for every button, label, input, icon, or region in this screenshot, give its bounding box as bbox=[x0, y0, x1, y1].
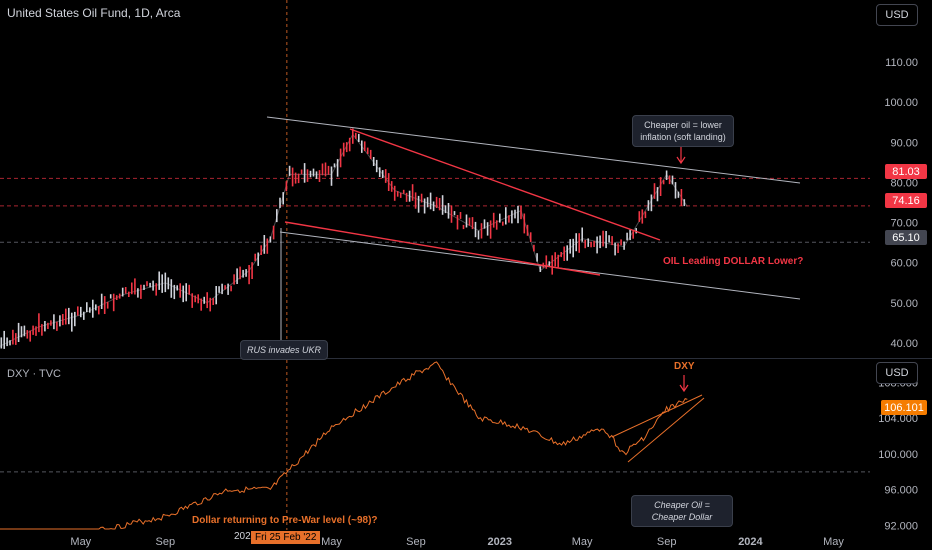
dxy-y-tick-2: 100.000 bbox=[878, 449, 918, 461]
sub-currency-selector[interactable]: USD bbox=[876, 362, 918, 384]
note-oil-leading[interactable]: OIL Leading DOLLAR Lower? bbox=[663, 256, 804, 267]
main-y-tick-6: 100.00 bbox=[884, 97, 918, 109]
time-tick-7: Sep bbox=[657, 536, 677, 548]
time-axis[interactable] bbox=[0, 530, 932, 550]
time-tick-8: 2024 bbox=[738, 536, 763, 548]
trendline-red-lower bbox=[284, 221, 601, 276]
note-dollar-returning[interactable]: Dollar returning to Pre-War level (~98)? bbox=[192, 515, 378, 526]
note-cheaper-oil[interactable]: Cheaper oil = lower inflation (soft land… bbox=[632, 115, 734, 147]
time-tick-4: Sep bbox=[406, 536, 426, 548]
time-tick-1: Sep bbox=[155, 536, 175, 548]
time-tick-9: May bbox=[823, 536, 844, 548]
time-tick-5: 2023 bbox=[488, 536, 512, 548]
price-label-upper: 81.03 bbox=[885, 164, 927, 179]
wedge-lower bbox=[627, 397, 705, 463]
note-cheaper-dollar[interactable]: Cheaper Oil = Cheaper Dollar bbox=[631, 495, 733, 527]
note-dxy[interactable]: DXY bbox=[674, 361, 695, 372]
main-y-tick-4: 80.00 bbox=[890, 177, 918, 189]
dxy-line bbox=[0, 361, 688, 530]
arrow-dxy-head bbox=[679, 384, 689, 393]
main-y-tick-7: 110.00 bbox=[885, 57, 918, 69]
wedge-upper bbox=[611, 394, 703, 438]
main-y-tick-3: 70.00 bbox=[890, 218, 918, 230]
dxy-y-tick-3: 104.000 bbox=[878, 413, 918, 425]
main-y-tick-1: 50.00 bbox=[890, 298, 918, 310]
price-label-lower: 65.10 bbox=[885, 230, 927, 245]
main-y-tick-0: 40.00 bbox=[890, 338, 918, 350]
arrow-oil-head bbox=[676, 156, 686, 165]
time-tick-0: May bbox=[70, 536, 91, 548]
sub-pane-title: DXY · TVC bbox=[7, 368, 61, 380]
time-tick-6: May bbox=[572, 536, 593, 548]
pane-divider[interactable] bbox=[0, 358, 932, 359]
crosshair-year-fragment: 202 bbox=[234, 531, 251, 542]
dxy-y-tick-1: 96.000 bbox=[884, 485, 918, 497]
trendline-upper-channel bbox=[266, 116, 801, 184]
time-tick-3: May bbox=[321, 536, 342, 548]
main-y-tick-2: 60.00 bbox=[890, 258, 918, 270]
price-label-dxy: 106.101 bbox=[881, 400, 927, 415]
currency-selector[interactable]: USD bbox=[876, 4, 918, 26]
note-rus-invades[interactable]: RUS invades UKR bbox=[240, 340, 329, 360]
dxy-y-tick-0: 92.000 bbox=[884, 521, 918, 533]
main-y-tick-5: 90.00 bbox=[890, 137, 918, 149]
crosshair-date-label: Fri 25 Feb '22 bbox=[251, 531, 321, 544]
trendline-red-upper bbox=[349, 128, 661, 241]
symbol-title: United States Oil Fund, 1D, Arca bbox=[7, 6, 181, 20]
price-label-last: 74.16 bbox=[885, 193, 927, 208]
